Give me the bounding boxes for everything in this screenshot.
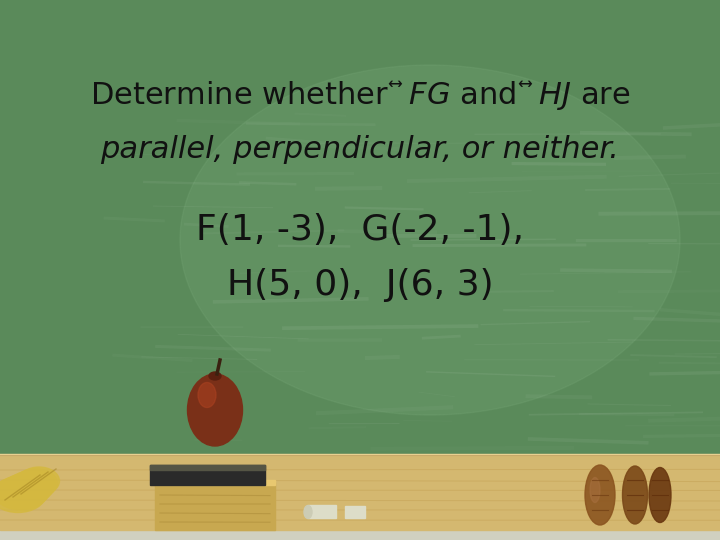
Ellipse shape — [0, 476, 48, 510]
Ellipse shape — [14, 469, 58, 497]
Text: F(1, -3),  G(-2, -1),: F(1, -3), G(-2, -1), — [196, 213, 524, 247]
Text: H(5, 0),  J(6, 3): H(5, 0), J(6, 3) — [227, 268, 493, 302]
Bar — [308, 505, 336, 518]
Text: parallel, perpendicular, or neither.: parallel, perpendicular, or neither. — [101, 136, 619, 165]
Bar — [150, 465, 265, 470]
Ellipse shape — [209, 372, 221, 380]
Bar — [0, 455, 720, 530]
Ellipse shape — [0, 477, 45, 512]
Ellipse shape — [11, 470, 55, 500]
Ellipse shape — [180, 65, 680, 415]
Bar — [155, 480, 275, 485]
Bar — [345, 506, 365, 518]
Ellipse shape — [304, 505, 312, 518]
Ellipse shape — [590, 477, 600, 503]
Ellipse shape — [19, 467, 60, 495]
Bar — [150, 465, 265, 485]
Text: Determine whether $\overleftrightarrow{FG}$ and $\overleftrightarrow{HJ}$ are: Determine whether $\overleftrightarrow{F… — [90, 78, 630, 112]
Bar — [155, 482, 275, 530]
Ellipse shape — [649, 468, 671, 523]
Bar — [0, 528, 720, 540]
Ellipse shape — [2, 473, 52, 505]
Ellipse shape — [0, 475, 50, 508]
Ellipse shape — [623, 466, 647, 524]
Ellipse shape — [198, 382, 216, 408]
Ellipse shape — [585, 465, 615, 525]
Ellipse shape — [187, 374, 243, 446]
Ellipse shape — [6, 471, 53, 503]
